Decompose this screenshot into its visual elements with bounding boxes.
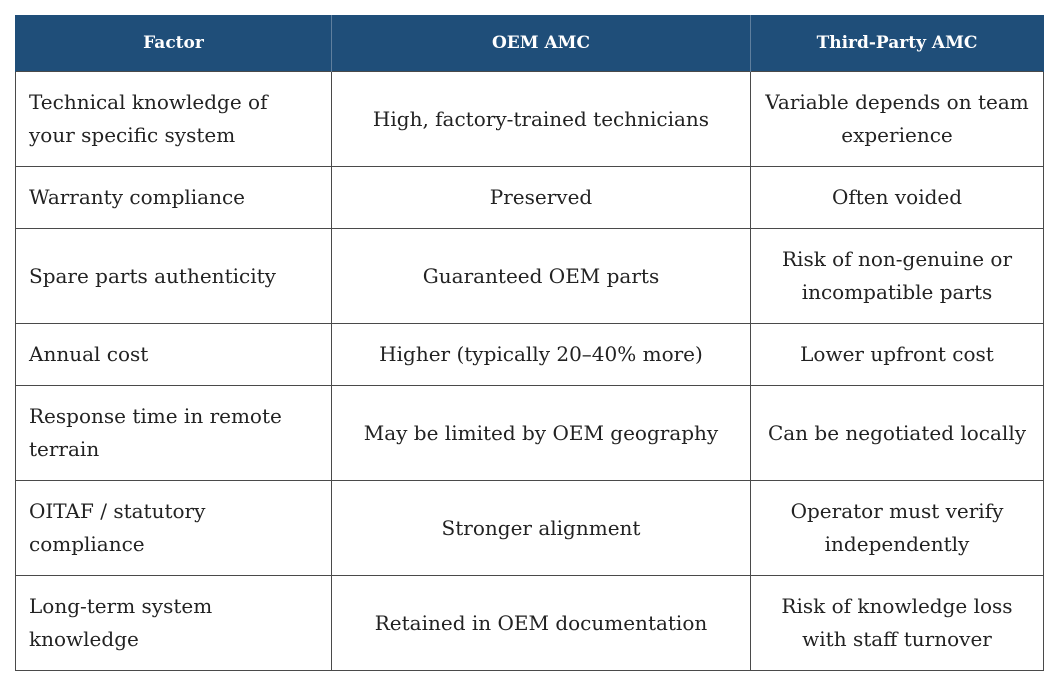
- third-party-amc-cell: Risk of non-genuine or incompatible part…: [750, 228, 1044, 324]
- factor-cell: Warranty compliance: [15, 166, 332, 229]
- factor-cell: Response time in remote terrain: [15, 385, 332, 481]
- header-third-party-amc: Third-Party AMC: [750, 15, 1044, 72]
- table-row: Warranty compliance Preserved Often void…: [15, 166, 1044, 229]
- oem-amc-cell: High, factory-trained technicians: [331, 71, 751, 167]
- header-row: Factor OEM AMC Third-Party AMC: [15, 15, 1044, 72]
- factor-cell: Annual cost: [15, 323, 332, 386]
- table-row: OITAF / statutory compliance Stronger al…: [15, 480, 1044, 576]
- oem-amc-cell: May be limited by OEM geography: [331, 385, 751, 481]
- header-factor: Factor: [15, 15, 332, 72]
- third-party-amc-cell: Lower upfront cost: [750, 323, 1044, 386]
- third-party-amc-cell: Variable depends on team experience: [750, 71, 1044, 167]
- factor-cell: Long-term system knowledge: [15, 575, 332, 671]
- table-row: Technical knowledge of your specific sys…: [15, 71, 1044, 167]
- factor-cell: OITAF / statutory compliance: [15, 480, 332, 576]
- third-party-amc-cell: Can be negotiated locally: [750, 385, 1044, 481]
- oem-amc-cell: Stronger alignment: [331, 480, 751, 576]
- comparison-table: Factor OEM AMC Third-Party AMC Technical…: [15, 15, 1044, 671]
- table-row: Long-term system knowledge Retained in O…: [15, 575, 1044, 671]
- third-party-amc-cell: Risk of knowledge loss with staff turnov…: [750, 575, 1044, 671]
- header-oem-amc: OEM AMC: [331, 15, 751, 72]
- oem-amc-cell: Preserved: [331, 166, 751, 229]
- table-body: Technical knowledge of your specific sys…: [15, 71, 1044, 671]
- factor-cell: Spare parts authenticity: [15, 228, 332, 324]
- oem-amc-cell: Retained in OEM documentation: [331, 575, 751, 671]
- third-party-amc-cell: Operator must verify independently: [750, 480, 1044, 576]
- table-row: Spare parts authenticity Guaranteed OEM …: [15, 228, 1044, 324]
- table-header: Factor OEM AMC Third-Party AMC: [15, 15, 1044, 72]
- table-row: Response time in remote terrain May be l…: [15, 385, 1044, 481]
- third-party-amc-cell: Often voided: [750, 166, 1044, 229]
- factor-cell: Technical knowledge of your specific sys…: [15, 71, 332, 167]
- oem-amc-cell: Higher (typically 20–40% more): [331, 323, 751, 386]
- table-row: Annual cost Higher (typically 20–40% mor…: [15, 323, 1044, 386]
- oem-amc-cell: Guaranteed OEM parts: [331, 228, 751, 324]
